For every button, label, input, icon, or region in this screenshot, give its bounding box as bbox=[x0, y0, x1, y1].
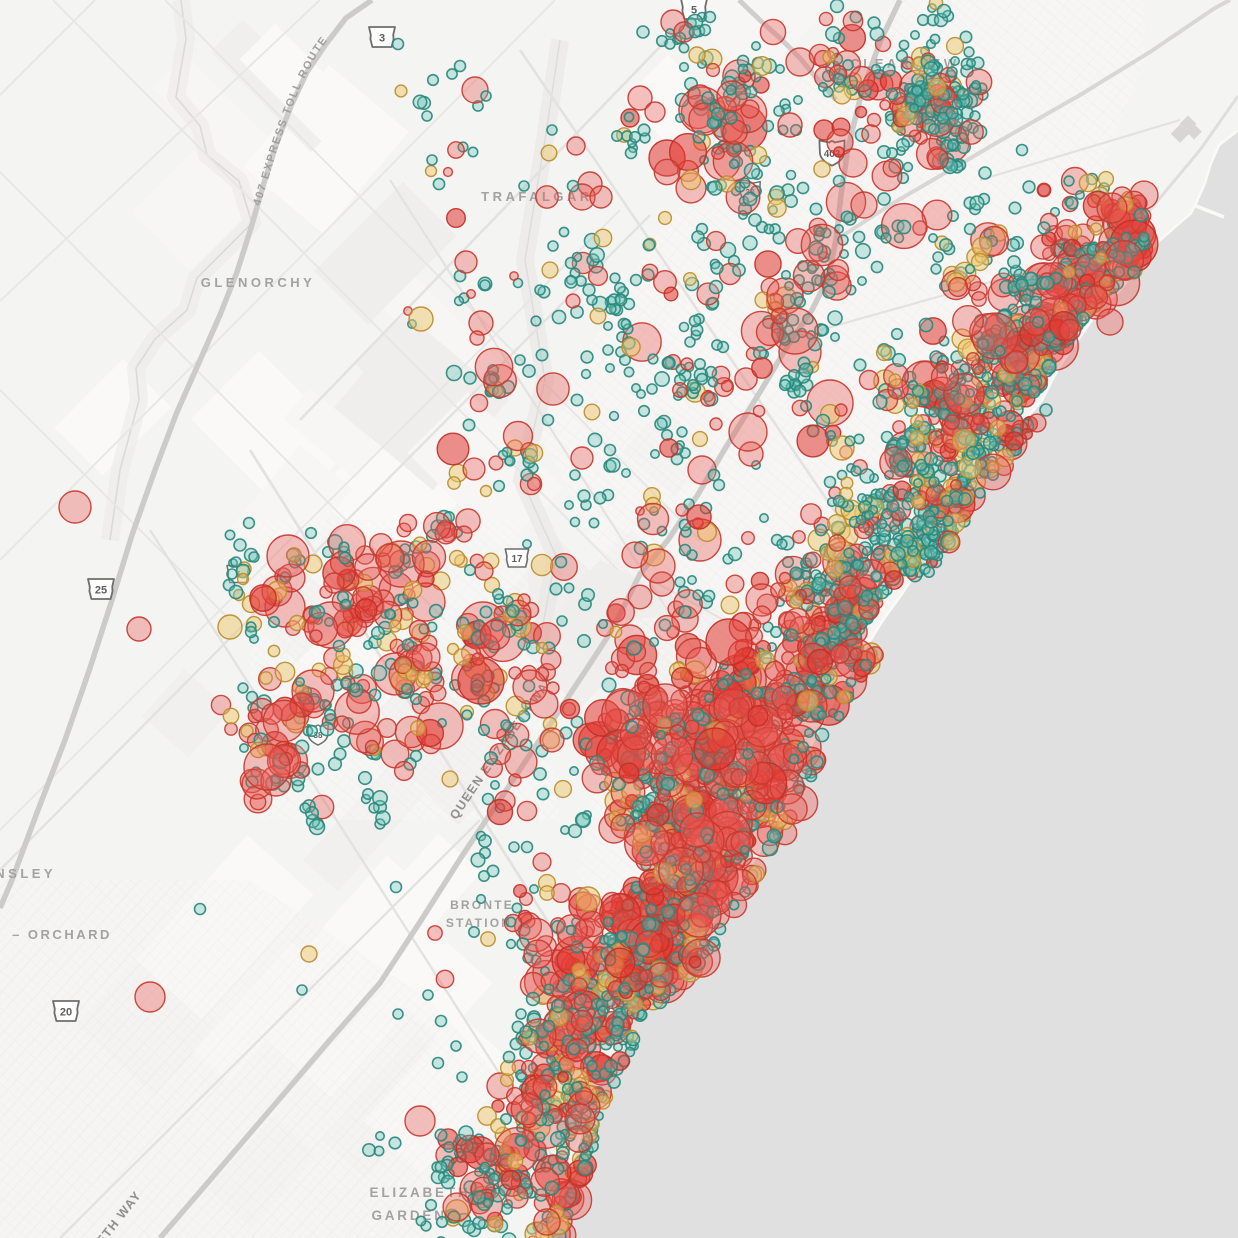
svg-text:3: 3 bbox=[379, 32, 385, 44]
svg-text:38: 38 bbox=[314, 731, 323, 740]
svg-text:403: 403 bbox=[824, 149, 841, 160]
svg-text:TANSLEY: TANSLEY bbox=[0, 866, 56, 881]
svg-text:5: 5 bbox=[691, 4, 697, 16]
svg-text:STATION: STATION bbox=[446, 916, 512, 930]
svg-text:– ORCHARD: – ORCHARD bbox=[12, 927, 112, 942]
svg-text:17: 17 bbox=[511, 554, 523, 565]
svg-text:GARDENS: GARDENS bbox=[371, 1208, 458, 1223]
svg-text:BRONTE: BRONTE bbox=[450, 898, 514, 912]
svg-text:20: 20 bbox=[60, 1006, 72, 1018]
svg-text:25: 25 bbox=[95, 584, 107, 596]
svg-text:GLENORCHY: GLENORCHY bbox=[201, 275, 316, 290]
svg-text:ELIZABETH: ELIZABETH bbox=[370, 1185, 471, 1200]
